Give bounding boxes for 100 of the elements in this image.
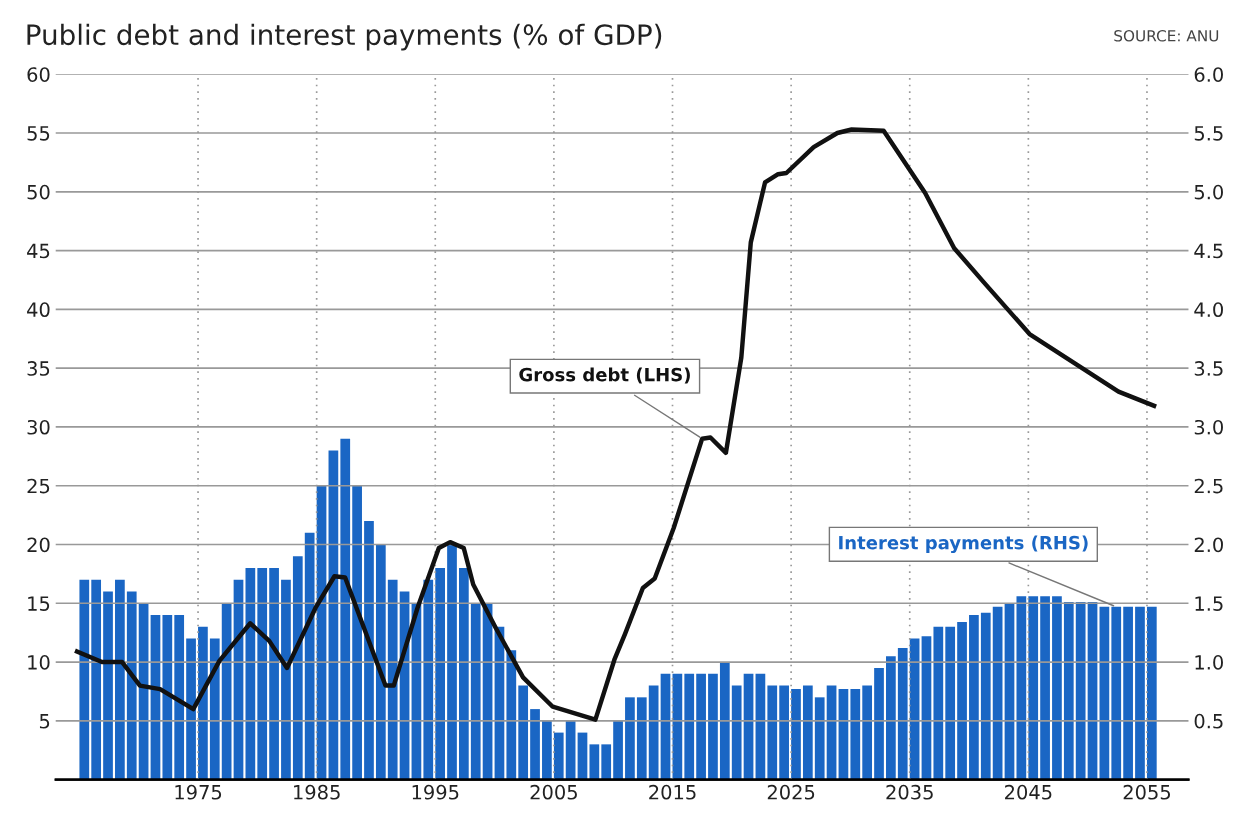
y2-tick-label: 2.0 [1194, 537, 1223, 553]
y-tick-label: 35 [27, 361, 50, 376]
bar [672, 673, 683, 780]
bar [874, 667, 884, 780]
bar [992, 606, 1003, 780]
y-tick-label: 30 [27, 419, 50, 435]
bar [174, 615, 185, 780]
bar [340, 438, 351, 780]
bar [126, 591, 137, 780]
y2-tick-label: 3.5 [1194, 361, 1223, 376]
bar [1099, 606, 1110, 780]
bar [198, 626, 208, 780]
bar [969, 615, 979, 780]
bar [281, 579, 291, 780]
bar [945, 626, 956, 780]
y-tick-label: 60 [27, 67, 50, 82]
bar [814, 697, 825, 780]
bar [1028, 596, 1039, 780]
bar [719, 662, 730, 780]
bar [980, 612, 991, 780]
bar [1146, 606, 1157, 780]
y2-tick-label: 5.5 [1194, 126, 1223, 141]
y-tick-label: 25 [27, 478, 50, 494]
bar [364, 520, 374, 780]
bar [684, 673, 695, 780]
x-tick-label: 2015 [649, 784, 696, 800]
bar [1063, 602, 1074, 780]
bar [269, 568, 279, 780]
y2-tick-label: 1.5 [1195, 596, 1223, 611]
bar [921, 636, 932, 780]
bar [79, 579, 90, 780]
bar [601, 744, 612, 780]
bar [708, 673, 718, 780]
y2-tick-label: 4.5 [1194, 243, 1223, 259]
x-tick-label: 2045 [1005, 784, 1052, 800]
text: Interest payments (RHS) [839, 535, 1088, 554]
bar [423, 579, 434, 780]
y-tick-label: 10 [28, 655, 50, 670]
bar [850, 689, 861, 780]
y2-tick-label: 2.5 [1194, 478, 1223, 494]
y-tick-label: 20 [27, 537, 50, 553]
y-tick-label: 50 [27, 184, 50, 200]
bar [186, 638, 196, 780]
bar [245, 568, 256, 780]
x-tick-label: 1985 [294, 784, 340, 800]
bar [791, 689, 801, 780]
y2-tick-label: 5.0 [1194, 184, 1223, 200]
bar [1111, 606, 1122, 780]
y-tick-label: 55 [27, 126, 50, 141]
y-tick-label: 5 [39, 714, 50, 729]
bar [518, 685, 529, 780]
bar [1135, 606, 1145, 780]
bar [459, 568, 469, 780]
bar [933, 626, 944, 780]
x-tick-label: 1995 [412, 784, 459, 800]
bar [542, 720, 552, 780]
bar [755, 673, 766, 780]
bar [447, 544, 457, 780]
bar [886, 656, 896, 780]
bar [375, 544, 386, 780]
bar [435, 568, 445, 780]
bar [589, 744, 600, 780]
bar [660, 673, 671, 780]
bar [577, 732, 588, 780]
bar [103, 591, 113, 780]
y2-tick-label: 0.5 [1194, 713, 1223, 729]
bar [625, 697, 635, 780]
text: Gross debt (LHS) [519, 367, 690, 384]
bar [209, 638, 220, 780]
bar [91, 579, 102, 780]
bar [553, 732, 564, 780]
bar [162, 615, 173, 780]
y2-tick-label: 1.0 [1195, 655, 1223, 670]
bar [826, 685, 837, 780]
bar [731, 685, 742, 780]
y-tick-label: 15 [28, 596, 50, 611]
y2-tick-label: 4.0 [1194, 302, 1223, 318]
x-tick-label: 2055 [1123, 784, 1171, 800]
bar [957, 622, 967, 780]
bar [1016, 596, 1027, 780]
y-tick-label: 45 [27, 243, 50, 259]
bar [862, 685, 873, 780]
y2-tick-label: 3.0 [1194, 419, 1223, 435]
x-tick-label: 1975 [175, 784, 222, 800]
x-tick-label: 2005 [530, 784, 577, 800]
bar [613, 720, 623, 780]
y2-tick-label: 6.0 [1194, 67, 1223, 82]
bar [470, 603, 481, 780]
bar [352, 485, 362, 780]
bar [115, 579, 125, 780]
bar [1123, 606, 1133, 780]
bar [767, 685, 778, 780]
x-tick-label: 2025 [767, 784, 815, 800]
bar [530, 709, 540, 780]
bar [897, 647, 908, 780]
bar [565, 720, 576, 780]
y-tick-label: 40 [27, 302, 50, 318]
bar [387, 579, 398, 780]
source-note: SOURCE: ANU [1114, 30, 1219, 42]
bar [1004, 603, 1015, 780]
